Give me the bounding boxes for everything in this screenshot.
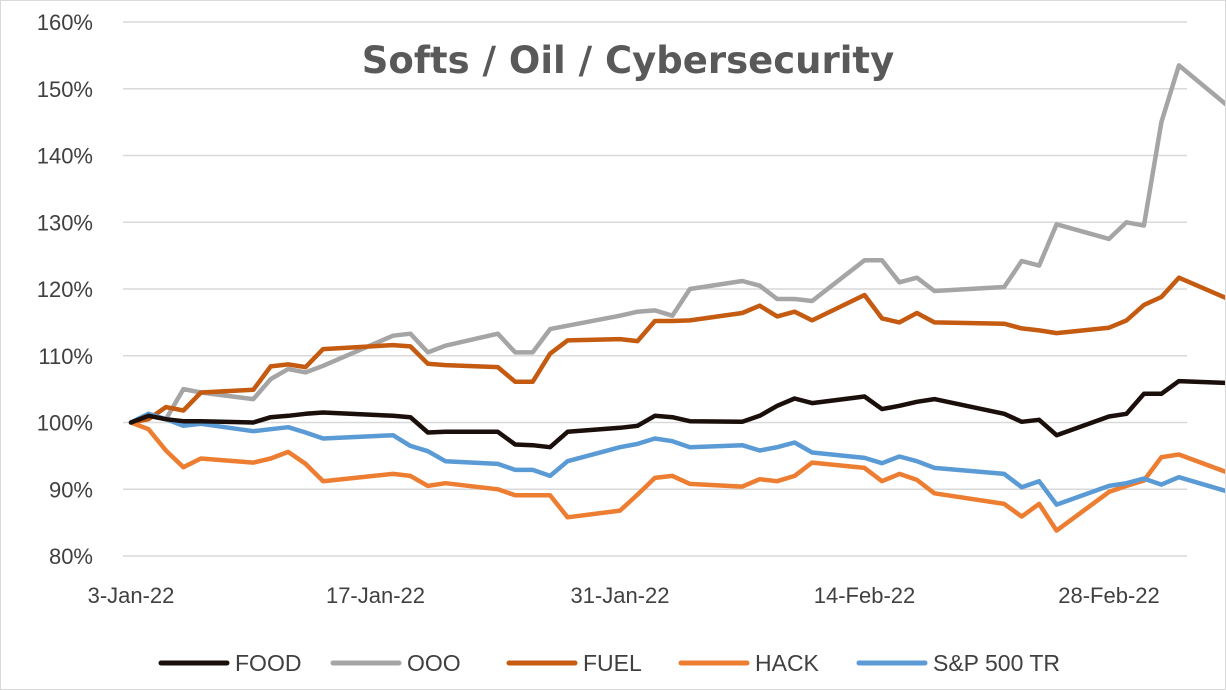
series-lines <box>128 63 1225 533</box>
x-tick-label: 14-Feb-22 <box>814 583 916 608</box>
x-tick-label: 3-Jan-22 <box>88 583 175 608</box>
y-tick-label: 150% <box>37 77 93 102</box>
gridlines <box>123 21 1187 557</box>
y-tick-label: 110% <box>38 344 93 369</box>
legend-label: OOO <box>407 650 461 676</box>
legend-item: FOOD <box>158 650 301 676</box>
x-tick-label: 31-Jan-22 <box>570 583 669 608</box>
y-tick-label: 130% <box>37 210 93 235</box>
y-tick-label: 90% <box>49 477 93 502</box>
legend-label: S&P 500 TR <box>933 650 1060 676</box>
chart-title: Softs / Oil / Cybersecurity <box>362 39 894 82</box>
series-line-s-p-500-tr <box>128 411 1225 507</box>
legend-item: FUEL <box>506 650 642 676</box>
series-line-hack <box>128 420 1225 533</box>
y-tick-label: 120% <box>37 277 93 302</box>
series-line-food <box>128 378 1225 450</box>
y-tick-label: 100% <box>37 411 93 436</box>
series-line-fuel <box>128 275 1225 425</box>
legend-item: HACK <box>678 650 820 676</box>
y-axis-ticks: 80% 90% 100% 110% 120% 130% 140% 150% 160% <box>37 10 93 569</box>
legend-label: HACK <box>755 650 820 676</box>
legend-item: S&P 500 TR <box>856 650 1060 676</box>
legend: FOOD OOO FUEL HACK S&P 500 TR <box>158 650 1060 676</box>
y-tick-label: 140% <box>37 144 93 169</box>
x-axis-ticks: 3-Jan-22 17-Jan-22 31-Jan-22 14-Feb-22 28-Fe… <box>88 583 1160 608</box>
y-tick-label: 80% <box>49 544 93 569</box>
series-line-ooo <box>128 63 1225 425</box>
y-tick-label: 160% <box>37 10 93 35</box>
x-tick-label: 17-Jan-22 <box>326 583 425 608</box>
legend-label: FOOD <box>235 650 301 676</box>
legend-item: OOO <box>330 650 461 676</box>
legend-label: FUEL <box>583 650 642 676</box>
x-tick-label: 28-Feb-22 <box>1058 583 1160 608</box>
